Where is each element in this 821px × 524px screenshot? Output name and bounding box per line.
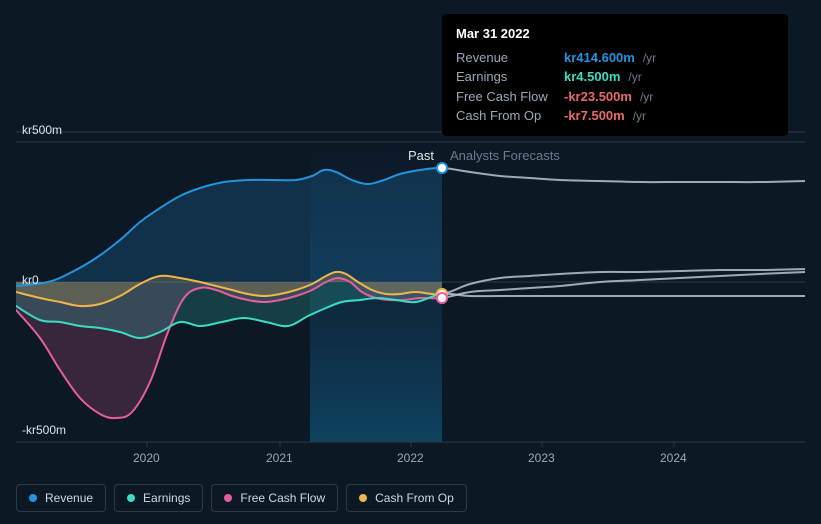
legend-swatch-icon [224, 494, 232, 502]
tooltip-key: Free Cash Flow [456, 87, 556, 107]
tooltip-value: -kr23.500m [564, 87, 632, 107]
legend-swatch-icon [29, 494, 37, 502]
x-axis-tick: 2020 [133, 451, 160, 465]
legend-label: Revenue [45, 491, 93, 505]
tooltip-unit: /yr [628, 68, 641, 86]
legend-swatch-icon [359, 494, 367, 502]
tooltip-value: -kr7.500m [564, 106, 625, 126]
y-axis-tick-zero: kr0 [22, 273, 39, 287]
legend: Revenue Earnings Free Cash Flow Cash Fro… [16, 484, 467, 512]
tooltip-row-cfo: Cash From Op -kr7.500m /yr [456, 106, 774, 126]
tooltip-row-fcf: Free Cash Flow -kr23.500m /yr [456, 87, 774, 107]
financials-chart: kr500m kr0 -kr500m 2020 2021 2022 2023 2… [0, 0, 821, 524]
legend-item-fcf[interactable]: Free Cash Flow [211, 484, 338, 512]
tooltip-value: kr414.600m [564, 48, 635, 68]
tooltip-row-revenue: Revenue kr414.600m /yr [456, 48, 774, 68]
y-axis-tick-top: kr500m [22, 123, 62, 137]
data-tooltip: Mar 31 2022 Revenue kr414.600m /yr Earni… [442, 14, 788, 136]
x-axis-tick: 2022 [397, 451, 424, 465]
x-axis-tick: 2023 [528, 451, 555, 465]
tooltip-unit: /yr [640, 88, 653, 106]
tooltip-key: Revenue [456, 48, 556, 68]
legend-item-cfo[interactable]: Cash From Op [346, 484, 467, 512]
x-axis-tick: 2024 [660, 451, 687, 465]
past-label: Past [408, 148, 434, 163]
legend-label: Earnings [143, 491, 190, 505]
legend-label: Free Cash Flow [240, 491, 325, 505]
tooltip-title: Mar 31 2022 [456, 24, 774, 44]
y-axis-tick-bottom: -kr500m [22, 423, 66, 437]
forecast-label: Analysts Forecasts [450, 148, 560, 163]
tooltip-unit: /yr [643, 49, 656, 67]
tooltip-key: Cash From Op [456, 106, 556, 126]
x-axis-tick: 2021 [266, 451, 293, 465]
legend-swatch-icon [127, 494, 135, 502]
tooltip-unit: /yr [633, 107, 646, 125]
tooltip-row-earnings: Earnings kr4.500m /yr [456, 67, 774, 87]
legend-item-earnings[interactable]: Earnings [114, 484, 203, 512]
legend-label: Cash From Op [375, 491, 454, 505]
tooltip-key: Earnings [456, 67, 556, 87]
legend-item-revenue[interactable]: Revenue [16, 484, 106, 512]
tooltip-value: kr4.500m [564, 67, 620, 87]
